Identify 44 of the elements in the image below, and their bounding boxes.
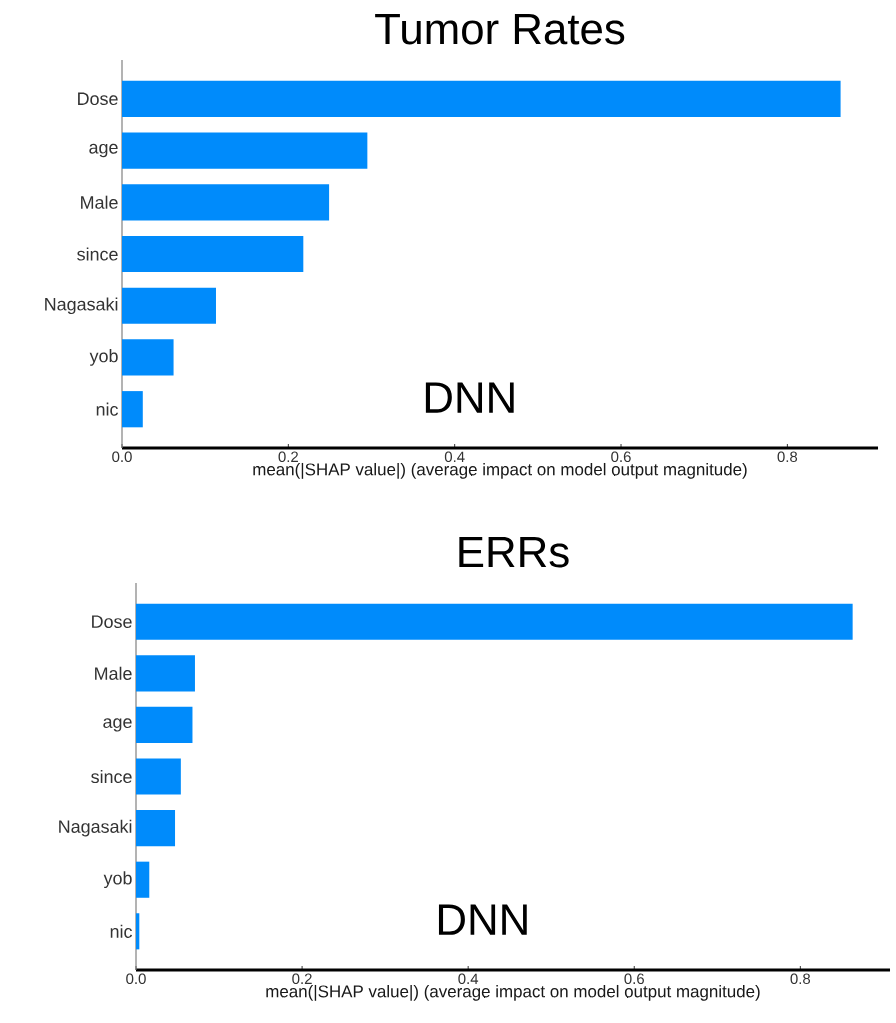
bar xyxy=(136,603,853,640)
y-tick-label: Male xyxy=(95,666,132,680)
bar xyxy=(122,80,841,117)
y-tick-label: since xyxy=(91,769,132,784)
x-tick-label: 0.8 xyxy=(790,973,811,985)
y-tick-label: since xyxy=(77,247,118,261)
x-tick-label: 0.2 xyxy=(278,451,298,463)
y-tick-label: age xyxy=(89,143,118,158)
x-tick-label: 0.8 xyxy=(777,451,798,463)
bar xyxy=(136,810,176,847)
y-tick-label: nic xyxy=(96,402,119,416)
x-tick-label: 0.0 xyxy=(126,973,146,985)
bar xyxy=(136,655,195,692)
y-tick-label: Nagasaki xyxy=(59,819,132,837)
x-tick-label: 0.2 xyxy=(292,973,312,985)
bar xyxy=(136,758,181,795)
annotation: DNN xyxy=(438,904,527,935)
y-tick-label: Dose xyxy=(78,92,118,106)
bar xyxy=(136,913,140,950)
y-tick-label: age xyxy=(103,718,132,732)
chart-title: ERRs xyxy=(459,536,569,568)
chart-title: Tumor Rates xyxy=(375,13,625,45)
x-tick-label: 0.0 xyxy=(112,451,132,463)
bar xyxy=(136,706,193,743)
bar xyxy=(122,184,330,221)
y-tick-label: yob xyxy=(89,349,118,366)
bar xyxy=(122,391,143,428)
y-tick-label: nic xyxy=(110,924,133,938)
x-axis-title: mean(|SHAP value|) (average impact on model output magnitude) xyxy=(266,984,760,1001)
x-tick-label: 0.6 xyxy=(611,451,631,463)
x-tick-label: 0.4 xyxy=(444,451,465,463)
bar xyxy=(122,235,304,273)
y-tick-label: Nagasaki xyxy=(45,297,118,315)
y-tick-label: Male xyxy=(81,195,118,209)
x-tick-label: 0.4 xyxy=(458,973,479,985)
bar xyxy=(136,861,150,898)
bar xyxy=(122,132,368,169)
bar xyxy=(122,287,216,324)
bar xyxy=(122,339,174,376)
y-tick-label: Dose xyxy=(92,615,132,628)
x-tick-label: 0.6 xyxy=(624,973,644,985)
y-tick-label: yob xyxy=(103,871,132,889)
annotation: DNN xyxy=(425,382,514,413)
x-axis-title: mean(|SHAP value|) (average impact on model output magnitude) xyxy=(253,462,747,479)
